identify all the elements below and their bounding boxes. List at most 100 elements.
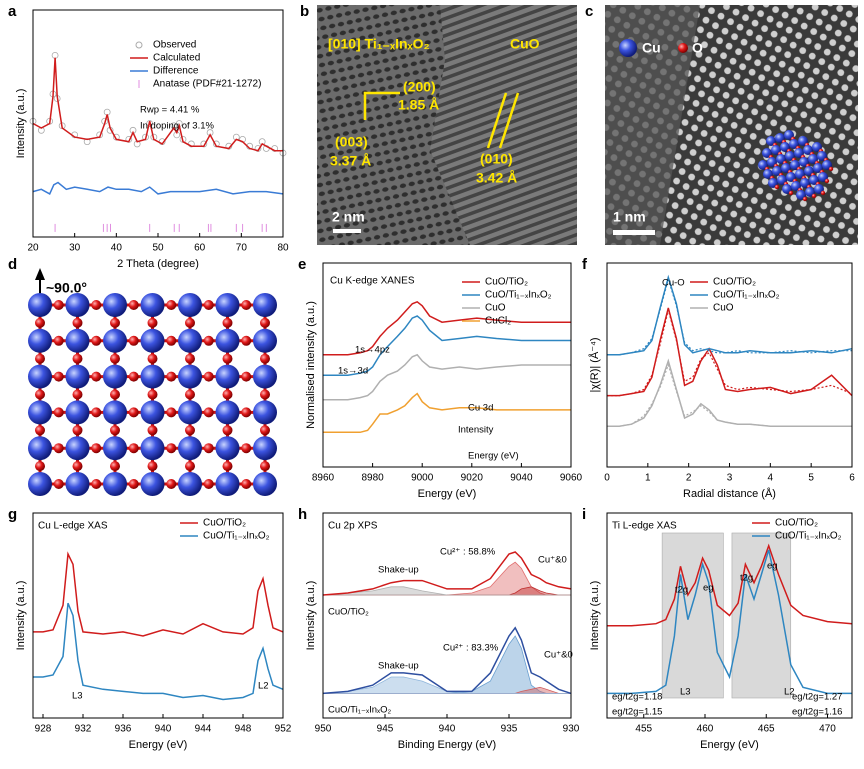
- o-atom: [72, 317, 83, 328]
- annotation: eg/t2g=1.27: [792, 692, 842, 703]
- o-atom: [35, 389, 45, 400]
- cu-atom: [178, 293, 202, 317]
- plane-label: (200): [403, 79, 436, 95]
- o-atom: [166, 443, 177, 454]
- phase-label: CuO: [510, 36, 540, 52]
- x-tick-label: 465: [758, 724, 775, 735]
- x-tick-label: 948: [235, 724, 252, 735]
- data-line: [323, 300, 571, 356]
- x-tick-label: 60: [194, 243, 206, 254]
- fit-component: [322, 676, 571, 694]
- o-atom: [128, 371, 139, 382]
- scale-label: 2 nm: [332, 209, 365, 225]
- annotation: Rwp = 4.41 %: [140, 105, 200, 116]
- x-tick-label: 940: [155, 724, 172, 735]
- x-tick-label: 936: [115, 724, 132, 735]
- crystal-structure: d ~90.0°: [8, 256, 277, 496]
- o-atom: [802, 196, 808, 202]
- cu-atom: [65, 400, 90, 425]
- annotation: Cu⁺&0: [544, 650, 573, 661]
- y-axis-label: Intensity (a.u.): [15, 89, 27, 159]
- cu-atom: [178, 364, 202, 389]
- y-axis-label: Intensity (a.u.): [589, 581, 601, 651]
- x-tick-label: 9000: [411, 473, 434, 484]
- o-atom: [241, 443, 252, 454]
- o-atom: [147, 389, 158, 400]
- fit-component: [322, 586, 571, 596]
- o-atom: [35, 317, 45, 328]
- data-line: [607, 549, 852, 695]
- y-axis-label: Intensity (a.u.): [305, 581, 317, 651]
- panel-label: f: [582, 256, 588, 273]
- o-atom: [147, 461, 158, 472]
- o-atom: [774, 184, 780, 190]
- cu-atom: [178, 436, 202, 461]
- x-tick-label: 928: [35, 724, 52, 735]
- x-tick-label: 945: [377, 724, 394, 735]
- cu-atom: [28, 328, 52, 353]
- cu-atom: [253, 472, 277, 496]
- cu-atom: [103, 400, 127, 425]
- zone-label: [010] Ti₁₋ₓInₓO₂: [328, 36, 430, 52]
- data-line: [607, 358, 852, 427]
- cu-atom: [253, 328, 277, 353]
- cu-atom: [215, 328, 240, 353]
- annotation: L2: [258, 681, 269, 692]
- panel-label: c: [585, 3, 593, 20]
- o-atom: [241, 407, 252, 418]
- annotation: Cu⁺&0: [538, 555, 567, 566]
- legend-label: CuCl₂: [485, 316, 511, 327]
- cu-atom: [65, 364, 90, 389]
- legend-label: CuO/TiO₂: [713, 277, 756, 288]
- cu-atom: [140, 364, 165, 389]
- annotation: Cu-O: [662, 278, 685, 289]
- cu-atom: [28, 400, 52, 425]
- o-atom: [147, 353, 158, 364]
- scale-label: 1 nm: [613, 209, 646, 225]
- annotation: t2g: [740, 573, 753, 584]
- o-atom: [203, 443, 214, 454]
- x-tick-label: 30: [69, 243, 81, 254]
- plane-label: (003): [335, 134, 368, 150]
- cu-atom: [28, 293, 52, 317]
- legend-label: CuO/Ti₁₋ₓInₓO₂: [485, 290, 552, 301]
- annotation: eg/t2g=1.15: [612, 707, 662, 718]
- o-atom: [128, 407, 139, 418]
- angle-label: ~90.0°: [46, 280, 87, 296]
- annotation: Cu 3d: [468, 403, 493, 414]
- o-atom: [241, 371, 252, 382]
- panel-label: b: [300, 3, 309, 20]
- o-atom: [185, 353, 195, 364]
- o-atom: [147, 317, 158, 328]
- x-tick-label: 455: [635, 724, 652, 735]
- scale-bar: [333, 229, 361, 233]
- legend-label: CuO: [485, 303, 506, 314]
- o-atom: [53, 407, 64, 418]
- o-atom: [72, 353, 83, 364]
- o-atom: [128, 443, 139, 454]
- y-axis-label: Normalised intensity (a.u.): [305, 301, 317, 429]
- o-atom: [185, 425, 195, 436]
- x-tick-label: 8960: [312, 473, 335, 484]
- x-tick-label: 5: [808, 473, 814, 484]
- o-atom: [110, 317, 120, 328]
- cu-atom-key: [619, 39, 637, 57]
- data-line: [323, 392, 571, 434]
- cu-atom: [140, 293, 165, 317]
- o-atom: [72, 425, 83, 436]
- annotation: Intensity: [458, 425, 494, 436]
- o-atom: [128, 300, 139, 310]
- o-atom: [260, 461, 270, 472]
- cu-atom: [215, 400, 240, 425]
- o-atom: [53, 335, 64, 346]
- legend-symbol: [135, 41, 143, 49]
- x-tick-label: 2: [686, 473, 692, 484]
- shaded-region: [731, 532, 792, 699]
- annotation: 1s→3d: [338, 366, 368, 377]
- annotation: 1s→4pz: [355, 345, 390, 356]
- x-tick-label: 932: [75, 724, 92, 735]
- x-tick-label: 4: [768, 473, 774, 484]
- x-axis-label: Energy (eV): [129, 739, 188, 751]
- data-line: [607, 307, 853, 397]
- chart: h 950 945 940 935 930 Binding Energy (eV) Inten…: [298, 506, 580, 751]
